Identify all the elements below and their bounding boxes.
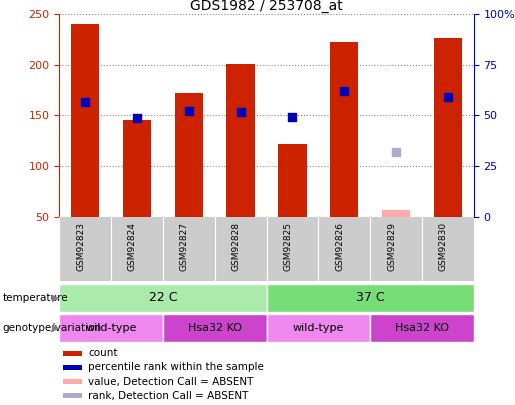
Text: ▶: ▶	[52, 293, 59, 303]
Point	[288, 114, 297, 121]
Bar	[63, 379, 82, 384]
Bar	[163, 314, 267, 342]
Text: temperature: temperature	[3, 293, 68, 303]
Point	[133, 115, 141, 122]
Bar	[267, 284, 474, 312]
Text: Hsa32 KO: Hsa32 KO	[395, 323, 449, 333]
Bar	[63, 365, 82, 370]
Text: GSM92830: GSM92830	[439, 222, 448, 271]
Point	[444, 94, 452, 100]
Bar	[382, 210, 410, 217]
Text: wild-type: wild-type	[85, 323, 137, 333]
Text: GSM92824: GSM92824	[128, 222, 137, 271]
Bar	[330, 41, 358, 217]
Bar	[227, 64, 255, 217]
Bar	[278, 144, 306, 217]
Text: rank, Detection Call = ABSENT: rank, Detection Call = ABSENT	[88, 390, 249, 401]
Bar	[123, 120, 151, 217]
Text: GSM92827: GSM92827	[180, 222, 189, 271]
Text: wild-type: wild-type	[293, 323, 344, 333]
Point	[236, 109, 245, 115]
Text: 37 C: 37 C	[356, 291, 385, 304]
Bar	[370, 314, 474, 342]
Text: GSM92829: GSM92829	[387, 222, 396, 271]
Text: percentile rank within the sample: percentile rank within the sample	[88, 362, 264, 373]
Bar	[267, 314, 370, 342]
Bar	[71, 24, 99, 217]
Point	[185, 108, 193, 115]
Point	[392, 149, 400, 155]
Point	[81, 99, 89, 105]
Text: 22 C: 22 C	[149, 291, 177, 304]
Bar	[59, 284, 267, 312]
Text: value, Detection Call = ABSENT: value, Detection Call = ABSENT	[88, 377, 253, 386]
Bar	[63, 351, 82, 356]
Title: GDS1982 / 253708_at: GDS1982 / 253708_at	[190, 0, 343, 13]
Text: count: count	[88, 348, 118, 358]
Text: genotype/variation: genotype/variation	[3, 323, 101, 333]
Text: GSM92825: GSM92825	[283, 222, 293, 271]
Bar	[63, 393, 82, 398]
Bar	[434, 38, 462, 217]
Point	[340, 88, 348, 94]
Bar	[59, 314, 163, 342]
Text: GSM92826: GSM92826	[335, 222, 344, 271]
Text: GSM92823: GSM92823	[76, 222, 85, 271]
Text: GSM92828: GSM92828	[232, 222, 241, 271]
Bar	[175, 93, 203, 217]
Text: ▶: ▶	[52, 323, 59, 333]
Text: Hsa32 KO: Hsa32 KO	[187, 323, 242, 333]
